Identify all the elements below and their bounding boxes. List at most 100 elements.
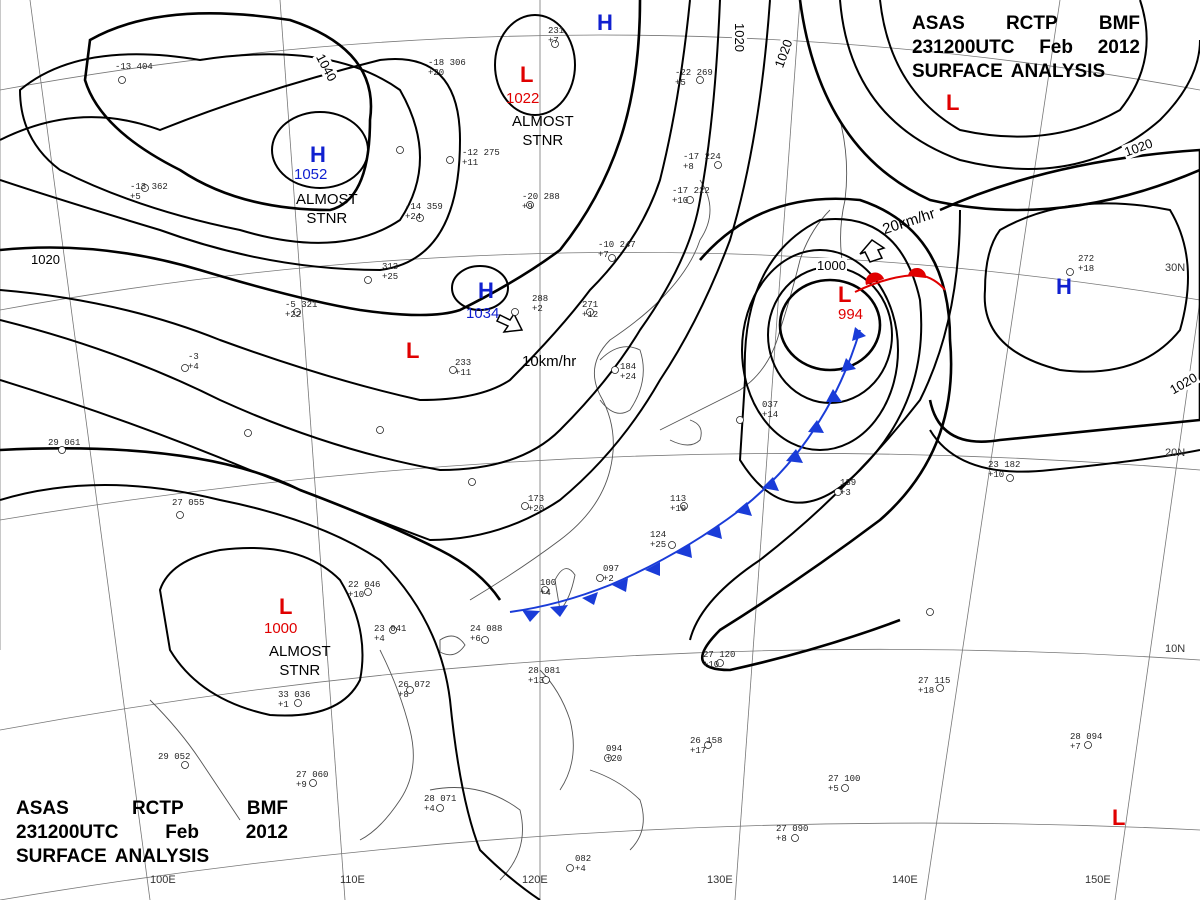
station-line: -13 362 [130, 182, 168, 192]
station-line: 26 072 [398, 680, 431, 690]
station-line: +7 [548, 36, 559, 46]
isobar-east-outer [929, 429, 1200, 473]
lon-label-130e: 130E [707, 874, 733, 886]
title-agency: ASAS [912, 13, 965, 34]
station-plot: 24 088 +6 [470, 624, 502, 644]
isobar-ne-low-2 [839, 0, 1200, 170]
station-line: 184 [620, 362, 637, 372]
lat-label-20n: 20N [1165, 447, 1186, 459]
parallel-10n [0, 648, 1200, 731]
coast-mindanao [589, 769, 644, 851]
title-analysis-bottom: ANALYSIS [114, 846, 210, 867]
high-siberia-symbol: H [310, 142, 326, 167]
isobar-indochina-outer [0, 484, 541, 900]
low-north-note-line1: ALMOST [512, 113, 574, 130]
station-plot: 27 060 +9 [296, 770, 328, 790]
title-analysis: ANALYSIS [1010, 61, 1106, 82]
station-line: +8 [398, 690, 409, 700]
station-plot: 184 +24 [620, 362, 636, 382]
title-year-bottom: 2012 [245, 822, 288, 843]
station-line: +2 [603, 574, 614, 584]
meridian-100e [29, 0, 151, 900]
station-plot: 231 +7 [548, 26, 564, 46]
station-line: +10 [672, 196, 689, 206]
station-line: +12 [582, 310, 599, 320]
meridian-110e [279, 0, 346, 900]
low-japan-value: 994 [838, 306, 864, 323]
motion-arrows [495, 239, 886, 333]
coast-korea [599, 346, 644, 414]
isobar-japan-3 [741, 249, 899, 451]
title-agency-bottom: ASAS [16, 798, 69, 819]
meridian-150e [1114, 299, 1200, 900]
station-line: -13 404 [115, 62, 153, 72]
lon-label-120e: 120E [522, 874, 548, 886]
station-plot: 173 +20 [528, 494, 544, 514]
low-indochina-value: 1000 [264, 620, 298, 637]
station-line: 24 088 [470, 624, 503, 634]
title-row-3-bottom: SURFACE ANALYSIS [16, 845, 288, 869]
station-line: 233 [455, 358, 472, 368]
low-northeast-symbol: L [946, 90, 960, 115]
station-plot: 113 +19 [670, 494, 686, 514]
mongolia-motion-speed: 10km/hr [522, 353, 577, 370]
station-line: -20 288 [522, 192, 560, 202]
warm-front [854, 267, 946, 293]
station-line: 23 041 [374, 624, 407, 634]
isobar-north-low [494, 14, 576, 116]
station-markers [58, 40, 1092, 872]
isobar-ne-low-3 [798, 0, 1200, 212]
station-plot: 27 055 [172, 498, 204, 508]
station-plot: 28 094 +7 [1070, 732, 1102, 752]
low-north-note: ALMOST STNR [512, 112, 574, 150]
title-station: RCTP [1005, 13, 1058, 34]
station-line: +20 [528, 504, 545, 514]
station-line: +5 [675, 78, 686, 88]
station-line: +20 [606, 754, 623, 764]
isobar-japan-1000 [778, 278, 882, 372]
station-plot: 27 115 +18 [918, 676, 950, 696]
station-plot: -12 275 +11 [462, 148, 500, 168]
station-line: +14 [762, 410, 779, 420]
station-line: +4 [540, 588, 551, 598]
title-surface-bottom: SURFACE [16, 846, 107, 867]
title-surface: SURFACE [912, 61, 1003, 82]
station-line: +22 [285, 310, 302, 320]
station-line: +5 [828, 784, 839, 794]
title-month-bottom: Feb [165, 822, 199, 843]
station-line: 124 [650, 530, 667, 540]
station-plot: 094 +20 [606, 744, 622, 764]
station-line: 27 055 [172, 498, 205, 508]
high-east-symbol: H [1056, 274, 1072, 299]
station-line: +13 [528, 676, 545, 686]
isobar-east-high [983, 202, 1189, 373]
station-plot: -13 362 +5 [130, 182, 168, 202]
station-line: 27 120 [703, 650, 736, 660]
station-plot: 23 041 +4 [374, 624, 406, 644]
low-indochina-note-line1: ALMOST [269, 643, 331, 660]
station-plot: 124 +25 [650, 530, 666, 550]
title-row-3: SURFACE ANALYSIS [912, 60, 1140, 84]
isobar-east-1020 [928, 148, 1200, 443]
station-plot: -17 222 +10 [672, 186, 710, 206]
station-line: +19 [670, 504, 687, 514]
station-line: +8 [776, 834, 787, 844]
station-line: 272 [1078, 254, 1095, 264]
station-plot: 22 046 +10 [348, 580, 380, 600]
title-station-bottom: RCTP [131, 798, 184, 819]
coast-bay [149, 699, 241, 821]
isobar-label-1020-top: 1020 [731, 22, 747, 53]
station-line: +20 [428, 68, 445, 78]
station-plot: -18 306 +20 [428, 58, 466, 78]
station-line: -17 224 [683, 152, 721, 162]
cold-front-barbs [522, 327, 866, 622]
station-line: 139 [840, 478, 857, 488]
isobar-indochina-low [158, 547, 364, 717]
station-plot: 271 +12 [582, 300, 598, 320]
station-plot: 288 +2 [532, 294, 548, 314]
isobar-japan-4 [738, 218, 923, 504]
station-line: -5 321 [285, 300, 318, 310]
station-plot: -13 404 [115, 62, 153, 72]
station-line: 037 [762, 400, 779, 410]
